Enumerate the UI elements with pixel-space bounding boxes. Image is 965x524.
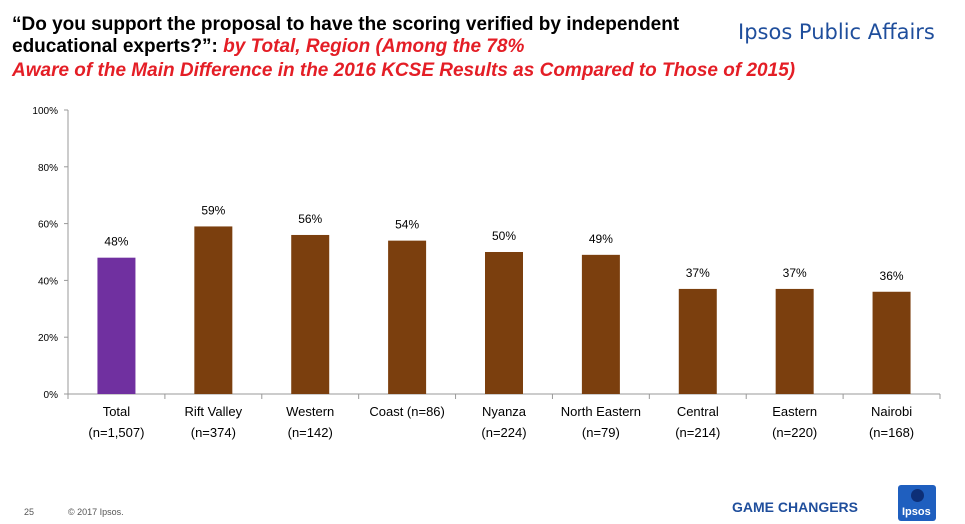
bar-value-label: 59% <box>201 203 225 217</box>
bar <box>872 291 911 394</box>
category-sample-size: (n=214) <box>675 425 720 440</box>
category-sample-size: (n=79) <box>582 425 620 440</box>
category-sample-size: (n=142) <box>288 425 333 440</box>
bar-value-label: 37% <box>783 266 807 280</box>
y-tick-label: 60% <box>38 220 58 231</box>
bar <box>678 288 717 394</box>
bar <box>291 234 330 394</box>
bar-value-label: 36% <box>880 269 904 283</box>
category-label: North Eastern <box>561 404 641 419</box>
category-label: Western <box>286 404 334 419</box>
y-tick-label: 0% <box>44 390 59 401</box>
chart-labels: 48% Total (n=1,507) 59% Rift Valley (n=374) 56… <box>88 203 914 440</box>
bar <box>775 288 814 394</box>
subtitle-text-2: Aware of the Main Difference in the 2016… <box>12 60 796 81</box>
logo-mark-icon <box>911 489 924 502</box>
category-label: Total <box>103 404 131 419</box>
brand-name: Ipsos Public Affairs <box>738 20 935 44</box>
chart-title: “Do you support the proposal to have the… <box>12 14 795 81</box>
category-label: Rift Valley <box>185 404 243 419</box>
category-sample-size: (n=224) <box>481 425 526 440</box>
ipsos-logo: Ipsos <box>898 485 936 521</box>
category-label: Eastern <box>772 404 817 419</box>
category-label: Central <box>677 404 719 419</box>
bar <box>97 257 136 394</box>
bar <box>581 254 620 394</box>
category-sample-size: (n=168) <box>869 425 914 440</box>
category-label: Nyanza <box>482 404 527 419</box>
category-label: Nairobi <box>871 404 912 419</box>
y-tick-label: 100% <box>32 106 58 117</box>
category-sample-size: (n=1,507) <box>88 425 144 440</box>
bar-value-label: 49% <box>589 232 613 246</box>
bar-value-label: 48% <box>104 235 128 249</box>
bar-value-label: 56% <box>298 212 322 226</box>
bar-chart: 0% 20% 40% 60% 80% 100% 48% Total (n=1,507) 59% R… <box>32 106 941 440</box>
bar <box>388 240 427 394</box>
y-tick-label: 80% <box>38 163 58 174</box>
category-label: Coast (n=86) <box>369 404 445 419</box>
y-tick-label: 20% <box>38 333 58 344</box>
tagline: GAME CHANGERS <box>732 499 859 515</box>
chart-bars <box>97 226 911 394</box>
copyright: © 2017 Ipsos. <box>68 507 124 517</box>
bar <box>194 226 233 394</box>
bar <box>485 252 523 394</box>
bar-value-label: 54% <box>395 218 419 232</box>
bar-value-label: 50% <box>492 229 516 243</box>
bar-value-label: 37% <box>686 266 710 280</box>
logo-text: Ipsos <box>902 506 931 518</box>
y-tick-label: 40% <box>38 276 58 287</box>
subtitle-text: by Total, Region (Among the 78% <box>223 36 525 57</box>
category-sample-size: (n=220) <box>772 425 817 440</box>
question-text: “Do you support the proposal to have the… <box>12 14 680 57</box>
category-sample-size: (n=374) <box>191 425 236 440</box>
page-number: 25 <box>24 507 35 517</box>
